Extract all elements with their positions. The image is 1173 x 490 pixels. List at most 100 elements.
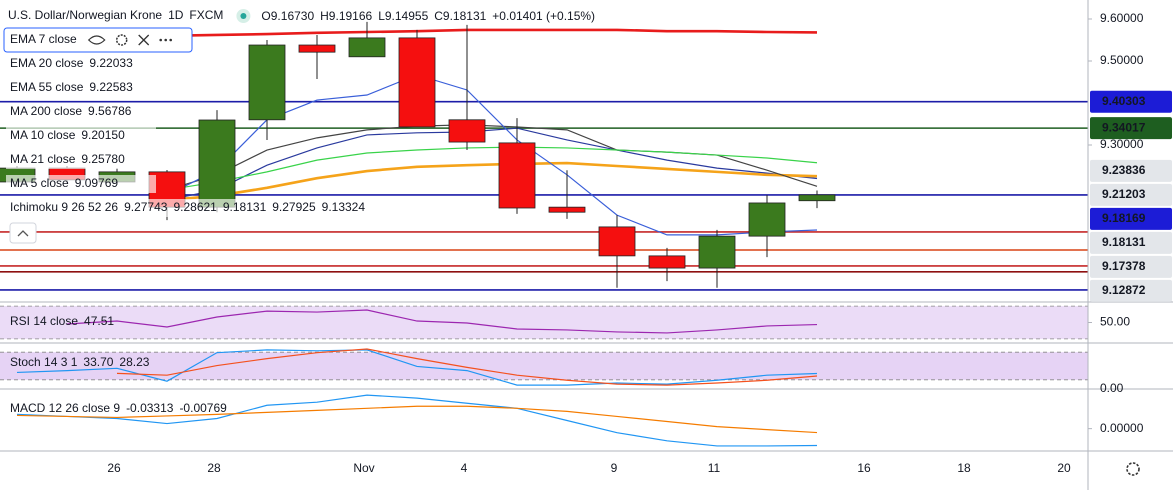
- x-tick-label: 28: [207, 461, 221, 475]
- price-label: 9.40303: [1102, 94, 1146, 108]
- band: [0, 352, 1088, 380]
- series-line: [166, 161, 818, 202]
- x-tick-label: 9: [611, 461, 618, 475]
- legend-value: 9.20150: [81, 128, 125, 142]
- price-label-box: [1090, 207, 1172, 230]
- gear-icon[interactable]: [115, 34, 128, 46]
- legend-value: 9.22033: [89, 56, 133, 70]
- legend-value: 9.27925: [272, 200, 316, 214]
- candle-body: [698, 235, 736, 269]
- close-icon[interactable]: [138, 34, 150, 46]
- price-label-box: [1090, 231, 1172, 254]
- more-icon[interactable]: [169, 38, 173, 42]
- chart-title: U.S. Dollar/Norwegian Krone: [8, 8, 162, 22]
- x-tick-label: Nov: [353, 461, 374, 475]
- interval: 1D: [168, 8, 184, 22]
- legend-name: MA 200 close: [10, 104, 82, 118]
- legend-value: -0.00769: [179, 401, 227, 415]
- candle-body: [798, 194, 836, 202]
- more-icon[interactable]: [159, 38, 163, 42]
- legend-name: EMA 55 close: [10, 80, 84, 94]
- y-tick-label: 9.60000: [1100, 11, 1144, 25]
- legend-value: 28.23: [119, 355, 149, 369]
- band: [0, 306, 1088, 339]
- collapse-button[interactable]: [9, 222, 37, 244]
- candle-body: [448, 119, 486, 143]
- live-dot-core: [240, 13, 247, 19]
- legend-name: EMA 20 close: [10, 56, 84, 70]
- legend-bg: [6, 103, 156, 121]
- series-line: [16, 394, 818, 447]
- legend-bg: [6, 199, 396, 217]
- price-label: 9.21203: [1102, 187, 1146, 201]
- candle-body: [648, 255, 686, 269]
- legend-value: -0.03313: [126, 401, 174, 415]
- change: +0.01401 (+0.15%): [492, 9, 595, 23]
- legend-bg: [6, 127, 156, 145]
- legend-value: 9.18131: [223, 200, 267, 214]
- series-line: [166, 127, 818, 201]
- panel-title: RSI 14 close: [10, 314, 78, 328]
- series-line: [16, 405, 818, 434]
- legend-bg: [6, 175, 156, 193]
- panel-title: Stoch 14 3 1: [10, 355, 78, 369]
- x-tick-label: 11: [708, 461, 721, 475]
- series-line: [66, 309, 818, 334]
- candle-body: [748, 202, 786, 237]
- price-label-box: [1090, 255, 1172, 278]
- candle-body: [348, 37, 386, 58]
- series-line: [116, 348, 818, 386]
- legend-name: MA 10 close: [10, 128, 76, 142]
- candle-body: [498, 142, 536, 209]
- price-label-box: [1090, 159, 1172, 182]
- price-label-box: [1090, 117, 1172, 140]
- legend-value: 9.09769: [75, 176, 119, 190]
- source: FXCM: [189, 8, 223, 22]
- legend-value: 9.28621: [173, 200, 217, 214]
- series-line: [166, 146, 818, 191]
- collapse-arrow: [17, 230, 29, 237]
- price-label-box: [1090, 279, 1172, 302]
- legend-bg: [6, 55, 156, 73]
- legend-value: 9.25780: [81, 152, 125, 166]
- more-icon[interactable]: [164, 38, 168, 42]
- legend-name: EMA 7 close: [10, 32, 77, 46]
- price-label: 9.17378: [1102, 259, 1146, 273]
- price-label: 9.18169: [1102, 211, 1146, 225]
- legend-value: 9.27743: [124, 200, 168, 214]
- legend-name: MA 21 close: [10, 152, 76, 166]
- ohlc-value: O9.16730: [261, 9, 314, 23]
- candle-body: [548, 206, 586, 213]
- x-tick-label: 4: [461, 461, 468, 475]
- y-tick-label: 0.00: [1100, 381, 1124, 395]
- legend-name: Ichimoku 9 26 52 26: [10, 200, 118, 214]
- y-tick-label: 50.00: [1100, 315, 1130, 329]
- y-tick-label: 0.00000: [1100, 421, 1144, 435]
- price-label-box: [1090, 90, 1172, 113]
- series-line: [16, 349, 818, 386]
- legend-value: 9.22583: [89, 80, 133, 94]
- legend-value: 9.13324: [322, 200, 366, 214]
- eye-icon[interactable]: [87, 35, 106, 45]
- legend-name: MA 5 close: [10, 176, 69, 190]
- y-tick-label: 9.50000: [1100, 53, 1144, 67]
- y-tick-label: 9.30000: [1100, 137, 1144, 151]
- settings-icon[interactable]: [1126, 462, 1140, 476]
- legend-bg: [6, 151, 156, 169]
- price-label-box: [1090, 183, 1172, 206]
- series-line: [166, 124, 818, 191]
- panel-title: MACD 12 26 close 9: [10, 401, 120, 415]
- x-tick-label: 16: [857, 461, 871, 475]
- candle-body: [198, 119, 236, 208]
- legend-bg: [6, 79, 156, 97]
- candle-body: [598, 226, 636, 257]
- candle-body: [248, 44, 286, 121]
- candle-body: [298, 44, 336, 53]
- price-label: 9.12872: [1102, 283, 1146, 297]
- legend-value: 33.70: [83, 355, 113, 369]
- legend-selected-box: [3, 27, 193, 53]
- price-label: 9.34017: [1102, 120, 1146, 134]
- price-label: 9.18131: [1102, 235, 1146, 249]
